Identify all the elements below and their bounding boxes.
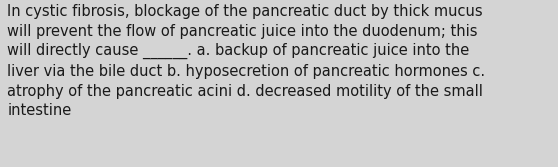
Text: In cystic fibrosis, blockage of the pancreatic duct by thick mucus
will prevent : In cystic fibrosis, blockage of the panc… — [7, 4, 485, 118]
